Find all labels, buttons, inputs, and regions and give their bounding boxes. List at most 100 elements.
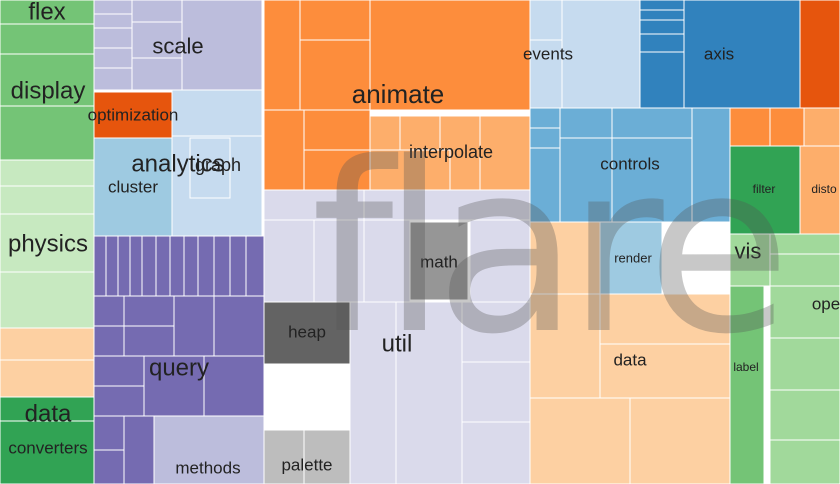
leaf-query-16 xyxy=(173,295,215,357)
cell-util-2 xyxy=(363,219,411,303)
cell-methods-0 xyxy=(153,415,265,484)
leaf-util-7 xyxy=(461,361,531,423)
leaf-query-15 xyxy=(123,325,175,357)
leaf-query-20 xyxy=(203,355,265,417)
leaf-axis-4 xyxy=(639,51,685,109)
leaf-query-0 xyxy=(93,235,107,297)
leaf-query-12 xyxy=(93,295,125,327)
cell-math-0 xyxy=(409,221,469,301)
cell-heap-0 xyxy=(263,301,351,365)
cell-converters-0 xyxy=(0,420,95,484)
leaf-animate-0 xyxy=(299,0,371,41)
leaf-operator-0 xyxy=(769,285,840,339)
leaf-query-6 xyxy=(169,235,185,297)
leaf-util-5 xyxy=(395,301,463,484)
leaf-animate-2 xyxy=(263,109,305,191)
cell-data-3 xyxy=(629,397,731,484)
cell-data-2 xyxy=(529,397,631,484)
cell-filter-0 xyxy=(729,145,801,235)
leaf-scale-3 xyxy=(93,67,133,91)
leaf-query-22 xyxy=(93,415,125,451)
leaf-util-8 xyxy=(461,421,531,484)
leaf-query-4 xyxy=(141,235,157,297)
leaf-operator-3 xyxy=(769,439,840,484)
leaf-controls-4 xyxy=(559,137,613,223)
cell-animate-2 xyxy=(369,0,531,111)
leaf-query-21 xyxy=(93,385,145,417)
leaf-scale-1 xyxy=(93,27,133,49)
cell-scale-3 xyxy=(181,0,263,91)
cell-scale-1 xyxy=(131,0,183,23)
filler-cell-2 xyxy=(769,107,805,147)
leaf-query-3 xyxy=(129,235,143,297)
leaf-query-1 xyxy=(105,235,119,297)
leaf-query-7 xyxy=(183,235,199,297)
cell-animate-0 xyxy=(263,0,301,111)
leaf-query-17 xyxy=(213,295,265,357)
leaf-query-14 xyxy=(123,295,175,327)
leaf-controls-5 xyxy=(611,107,693,139)
cell-cluster-0 xyxy=(93,137,173,237)
cell-optimization-0 xyxy=(93,91,173,139)
leaf-query-8 xyxy=(197,235,215,297)
leaf-query-5 xyxy=(155,235,171,297)
cell-flex-0 xyxy=(0,0,95,25)
leaf-util-3 xyxy=(313,219,365,303)
leaf-controls-6 xyxy=(611,137,693,223)
leaf-util-4 xyxy=(349,301,397,484)
leaf-controls-3 xyxy=(559,107,613,139)
leaf-axis-2 xyxy=(639,19,685,35)
leaf-operator-2 xyxy=(769,389,840,441)
cell-physics-1 xyxy=(0,185,95,215)
leaf-query-23 xyxy=(93,449,125,484)
cell-display-2 xyxy=(0,105,95,161)
leaf-util-1 xyxy=(363,189,531,221)
cell-data-0 xyxy=(0,396,95,422)
leaf-scale-0 xyxy=(93,13,133,29)
filler-cell-4 xyxy=(0,327,95,361)
cell-display-0 xyxy=(0,23,95,55)
filler-cell-0 xyxy=(799,0,840,109)
leaf-events-0 xyxy=(529,0,563,41)
cell-physics-3 xyxy=(0,271,95,329)
leaf-vis-1 xyxy=(769,253,840,287)
filler-cell-5 xyxy=(0,359,95,398)
leaf-animate-4 xyxy=(303,149,371,191)
cell-analytics-0 xyxy=(171,89,263,137)
filler-cell-1 xyxy=(729,107,771,147)
cell-physics-0 xyxy=(0,159,95,187)
chart-title-watermark: flare xyxy=(311,113,779,386)
leaf-data-1 xyxy=(599,293,731,345)
cell-palette-0 xyxy=(263,429,305,484)
cell-distortion-0 xyxy=(799,145,840,235)
leaf-axis-3 xyxy=(639,33,685,53)
leaf-animate-1 xyxy=(299,39,371,111)
leaf-query-11 xyxy=(245,235,265,297)
cell-display-1 xyxy=(0,53,95,107)
leaf-axis-0 xyxy=(639,0,685,11)
cell-physics-2 xyxy=(0,213,95,273)
cell-graph-0 xyxy=(189,137,231,199)
leaf-query-2 xyxy=(117,235,131,297)
leaf-vis-0 xyxy=(769,233,840,255)
leaf-data-2 xyxy=(599,343,731,399)
cell-palette-1 xyxy=(303,429,351,484)
leaf-scale-4 xyxy=(131,57,183,91)
leaf-events-1 xyxy=(529,39,563,109)
cell-label-0 xyxy=(729,285,765,484)
leaf-query-13 xyxy=(93,325,125,357)
leaf-operator-1 xyxy=(769,337,840,391)
leaf-axis-1 xyxy=(639,9,685,21)
leaf-query-10 xyxy=(229,235,247,297)
leaf-util-0 xyxy=(263,189,365,221)
cell-data-0 xyxy=(529,221,601,295)
filler-cell-3 xyxy=(803,107,840,147)
leaf-query-19 xyxy=(143,355,205,417)
leaf-query-24 xyxy=(123,415,155,484)
leaf-query-9 xyxy=(213,235,231,297)
leaf-scale-2 xyxy=(93,47,133,69)
leaf-query-18 xyxy=(93,355,145,387)
cell-events-1 xyxy=(561,0,641,109)
leaf-util-2 xyxy=(263,219,315,303)
